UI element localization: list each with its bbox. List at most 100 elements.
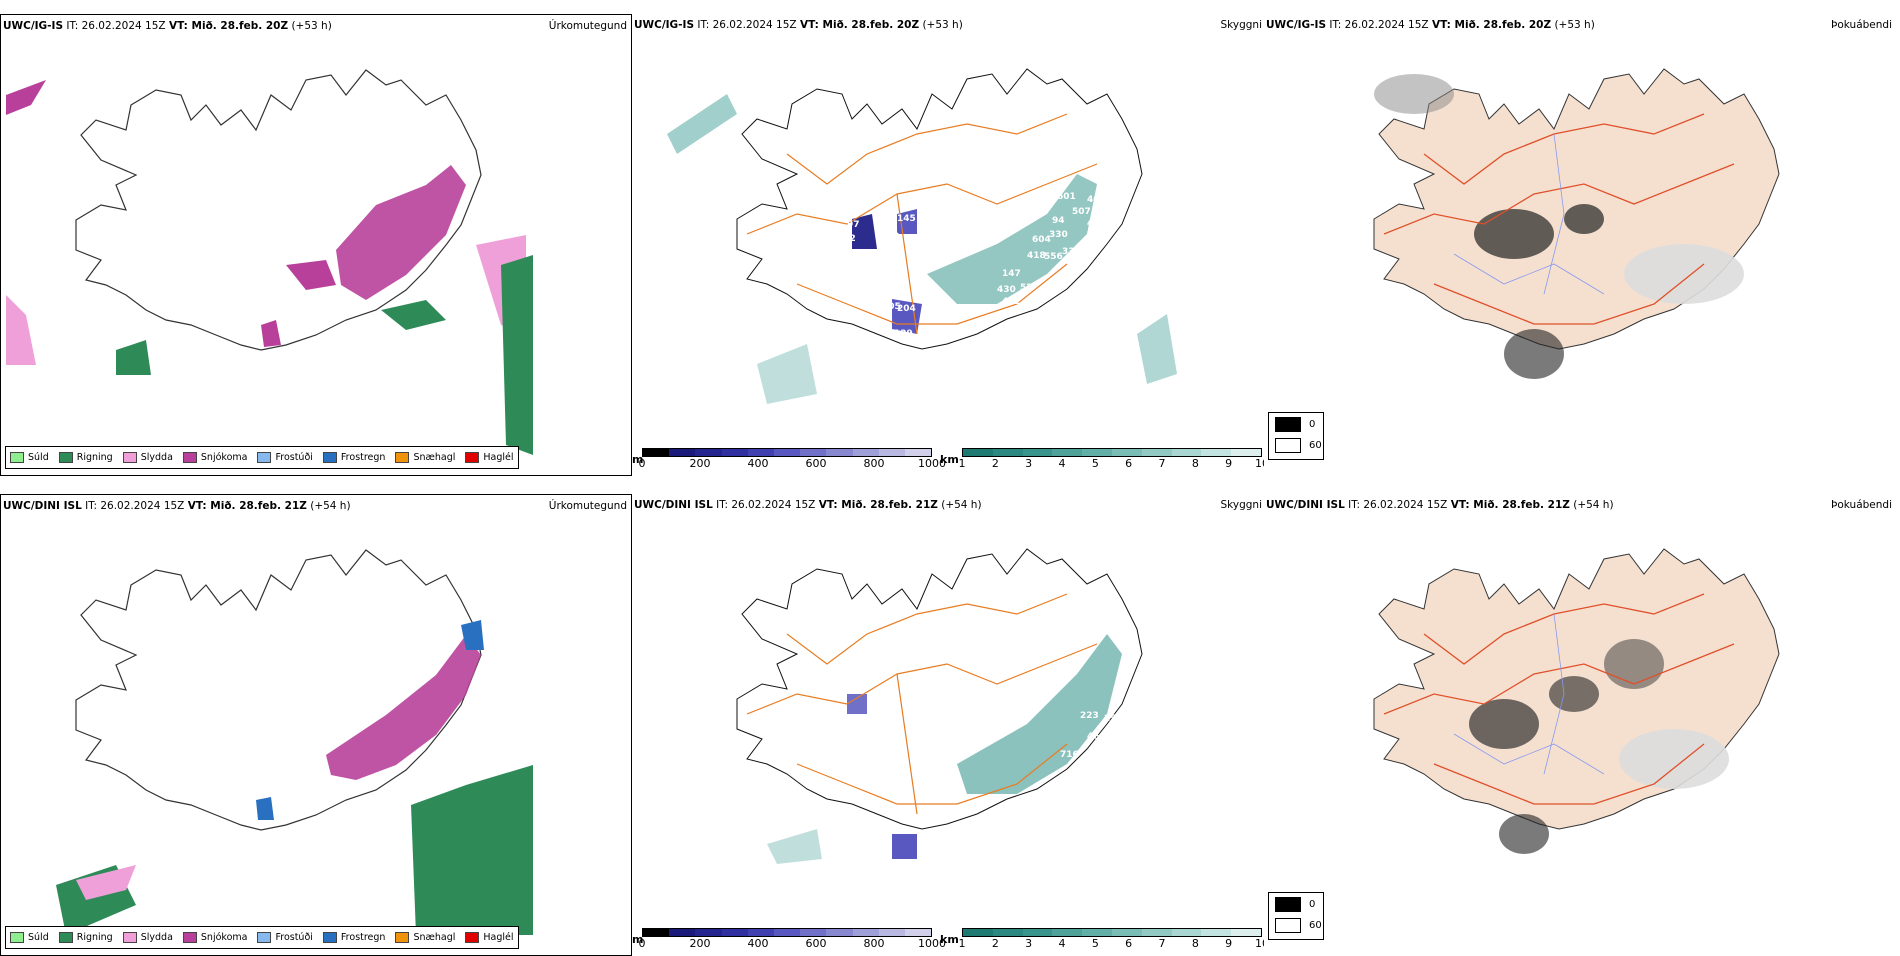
visibility-value-label: 330 (1049, 230, 1068, 240)
init-time: IT: 26.02.2024 15Z (1348, 499, 1448, 511)
colorbar-tick: 8 (1191, 457, 1199, 470)
colorbar-tick: 2 (991, 457, 999, 470)
visibility-value-label: 97 (847, 220, 860, 230)
visibility-value-label: 403 (1072, 787, 1091, 797)
visibility-value-label: 123 (880, 751, 899, 761)
legend-swatch (182, 932, 197, 943)
colorbar-swatch (1082, 929, 1112, 936)
colorbar-swatch (747, 929, 774, 936)
colorbar-tick: 0 (638, 457, 646, 470)
colorbar-tick: 200 (689, 457, 711, 470)
legend-item: Snjókoma (182, 932, 247, 943)
visibility-value-label: 102 (837, 234, 856, 244)
legend-item: Súld (10, 452, 49, 463)
visibility-unit: km (940, 453, 959, 466)
fog-panel-bottom: UWC/DINI ISL IT: 26.02.2024 15Z VT: Mið.… (1264, 494, 1896, 956)
init-time: IT: 26.02.2024 15Z (716, 499, 816, 511)
colorbar-swatch (1171, 929, 1202, 936)
legend-swatch (395, 932, 410, 943)
fog-legend-top: 0 60 (1268, 412, 1324, 460)
legend-swatch (122, 452, 137, 463)
valid-time: VT: Mið. 28.feb. 21Z (187, 500, 307, 512)
legend-label: Haglél (483, 932, 514, 943)
valid-time: VT: Mið. 28.feb. 20Z (1431, 19, 1552, 31)
colorbar-swatch (695, 929, 722, 936)
panel-title: Skyggni (1220, 19, 1263, 31)
visibility-value-label: 52 (1020, 283, 1033, 293)
legend-swatch (465, 932, 480, 943)
colorbar-tick: 10 (1255, 937, 1264, 950)
visibility-value-label: 352 (1072, 774, 1091, 784)
colorbar-tick: 4 (1058, 457, 1066, 470)
cloudbase-colorbar: 0 200 400 600 800 1000 (639, 928, 946, 950)
colorbar-swatch (1201, 929, 1232, 936)
colorbar-tick: 9 (1225, 937, 1233, 950)
panel-header: UWC/DINI ISL IT: 26.02.2024 15Z VT: Mið.… (1266, 499, 1614, 511)
precip-legend: Súld Rigning Slydda Snjókoma Frostúði Frostre… (5, 926, 519, 949)
visibility-value-label: 405 (1062, 787, 1081, 797)
visibility-value-label: 268 (1040, 822, 1059, 832)
valid-time: VT: Mið. 28.feb. 21Z (1450, 499, 1570, 511)
visibility-value-label: 393 (1052, 834, 1071, 844)
colorbar-swatch (992, 449, 1023, 456)
visibility-value-label: 468 (1072, 762, 1091, 772)
legend-label: Frostregn (340, 932, 386, 943)
fog-legend-black-label: 0 (1309, 419, 1316, 430)
visibility-value-label: 299 (1042, 329, 1061, 339)
colorbar-tick: 6 (1125, 937, 1133, 950)
fog-legend-black-label: 0 (1309, 899, 1316, 910)
panel-header: UWC/DINI ISL IT: 26.02.2024 15Z VT: Mið.… (634, 499, 982, 511)
colorbar-tick: 0 (638, 937, 646, 950)
colorbar-swatch (1231, 929, 1261, 936)
colorbar-swatch (747, 449, 774, 456)
visibility-value-label: 439 (1087, 219, 1106, 229)
colorbar-tick: 600 (805, 457, 827, 470)
colorbar-swatch (1111, 929, 1142, 936)
visibility-value-label: 143 (894, 917, 913, 927)
init-time: IT: 26.02.2024 15Z (66, 20, 166, 32)
valid-time: VT: Mið. 28.feb. 20Z (168, 20, 289, 32)
model-name: UWC/IG-IS (3, 20, 64, 32)
legend-item: Frostúði (257, 452, 313, 463)
visibility-value-label: 507 (1072, 207, 1091, 217)
visibility-value-label: 716 (1060, 750, 1079, 760)
colorbar-swatch (1022, 929, 1053, 936)
colorbar-tick: 7 (1158, 457, 1166, 470)
panel-title: Skyggni (1220, 499, 1263, 511)
legend-label: Slydda (140, 932, 173, 943)
colorbar-tick: 1 (958, 937, 966, 950)
colorbar-swatch (904, 929, 932, 936)
panel-header: UWC/IG-IS IT: 26.02.2024 15Z VT: Mið. 28… (1266, 19, 1595, 31)
precip-panel-bottom: UWC/DINI ISL IT: 26.02.2024 15Z VT: Mið.… (0, 494, 632, 956)
visibility-value-label: 333 (1062, 247, 1081, 257)
colorbar-swatch (800, 449, 827, 456)
colorbar-tick: 800 (863, 937, 885, 950)
valid-time: VT: Mið. 28.feb. 21Z (818, 499, 938, 511)
colorbar-swatch (963, 449, 993, 456)
legend-label: Snæhagl (413, 932, 456, 943)
colorbar-swatch (878, 449, 905, 456)
colorbar-swatch (963, 929, 993, 936)
legend-item: Snæhagl (395, 452, 455, 463)
visibility-value-label: 441 (1092, 167, 1111, 177)
colorbar-swatch (878, 929, 905, 936)
legend-label: Slydda (140, 452, 173, 463)
visibility-value-label: 548 (1117, 765, 1136, 775)
visibility-value-label: 333 (1052, 819, 1071, 829)
visibility-value-label: 290 (1044, 805, 1063, 815)
legend-label: Rigning (76, 932, 113, 943)
panel-title: Úrkomutegund (548, 20, 627, 32)
lead-time: (+54 h) (1573, 499, 1614, 511)
legend-label: Snjókoma (200, 452, 248, 463)
init-time: IT: 26.02.2024 15Z (1329, 19, 1429, 31)
colorbar-tick: 200 (689, 937, 711, 950)
fog-map-top (1373, 68, 1780, 379)
precip-panel-top: UWC/IG-IS IT: 26.02.2024 15Z VT: Mið. 28… (0, 14, 632, 476)
fog-panel-top: UWC/IG-IS IT: 26.02.2024 15Z VT: Mið. 28… (1264, 14, 1896, 476)
legend-item: Rigning (58, 932, 113, 943)
legend-swatch (182, 452, 197, 463)
legend-item: Slydda (122, 452, 173, 463)
visibility-unit: km (940, 933, 959, 946)
visibility-value-label: 430 (997, 285, 1016, 295)
legend-swatch (257, 932, 272, 943)
